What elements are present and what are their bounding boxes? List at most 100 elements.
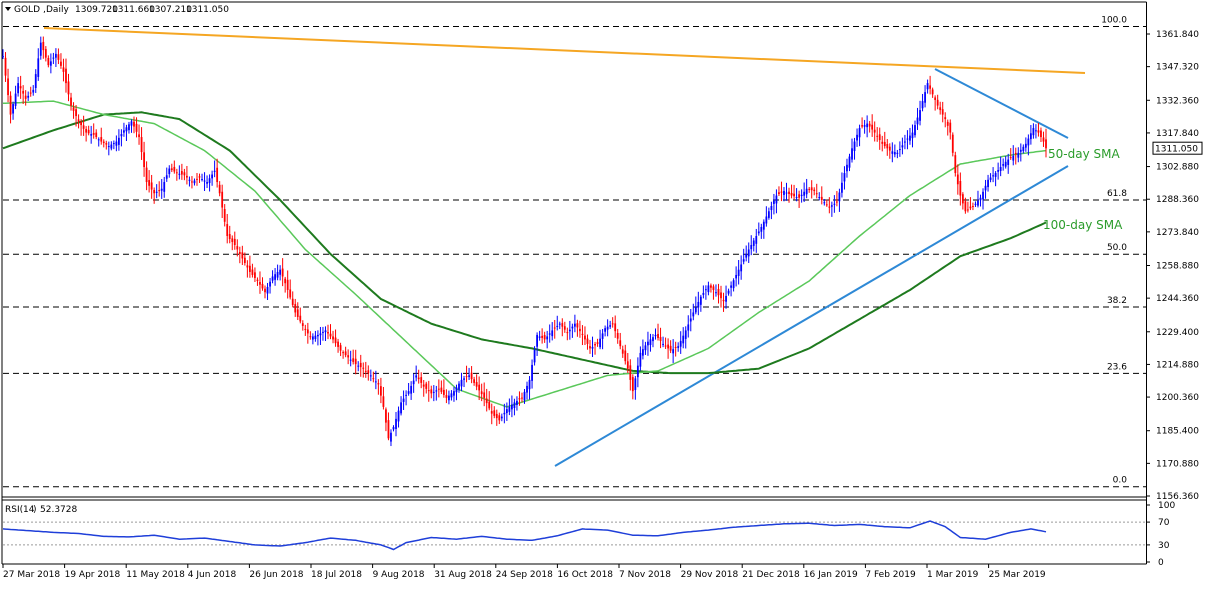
- candle-body: [455, 387, 458, 393]
- candle-body: [44, 49, 47, 58]
- candle-body: [735, 274, 738, 279]
- candle-body: [571, 326, 574, 329]
- trend-lines: [43, 27, 1086, 467]
- candle-body: [178, 173, 181, 175]
- candle-body: [400, 402, 402, 414]
- candle-body: [883, 141, 886, 147]
- fib-level-label: 23.6: [1107, 362, 1127, 372]
- rsi-levels: [3, 521, 1146, 546]
- candle-body: [1037, 130, 1040, 133]
- sma-50-annotation: 50-day SMA: [1048, 147, 1120, 161]
- candle-body: [634, 378, 637, 390]
- candle-body: [936, 99, 939, 106]
- candle-body: [954, 155, 957, 174]
- candle-body: [679, 340, 682, 347]
- candle-body: [1045, 139, 1047, 149]
- candle-body: [1014, 152, 1017, 155]
- candle-body: [984, 185, 987, 191]
- candle-body: [704, 289, 707, 291]
- candle-body: [556, 325, 559, 327]
- candle-body: [722, 299, 725, 302]
- candle-body: [405, 394, 407, 396]
- candle-body: [334, 337, 337, 344]
- candle-body: [846, 164, 848, 172]
- candle-body: [931, 89, 934, 95]
- candle-body: [422, 384, 425, 387]
- candle-body: [22, 90, 25, 94]
- candle-body: [604, 328, 607, 332]
- candle-body: [1012, 155, 1015, 161]
- candle-body: [876, 135, 879, 137]
- candle-body: [780, 191, 783, 193]
- candle-body: [206, 182, 208, 184]
- candle-body: [911, 132, 914, 139]
- candle-body: [286, 279, 289, 290]
- candle-body: [193, 180, 196, 184]
- fib-level-label: 0.0: [1113, 476, 1128, 486]
- candle-body: [788, 191, 790, 195]
- candle-body: [956, 174, 959, 185]
- candle-body: [77, 119, 80, 122]
- candle-body: [808, 188, 811, 190]
- candle-body: [866, 123, 869, 128]
- candle-body: [153, 189, 156, 194]
- candle-body: [357, 365, 360, 367]
- candle-body: [57, 54, 60, 60]
- short-term-resistance-line: [934, 68, 1069, 139]
- candle-body: [639, 352, 642, 367]
- candle-body: [402, 398, 405, 402]
- candle-body: [664, 345, 667, 347]
- candle-body: [150, 182, 153, 190]
- timeframe-label: Daily: [46, 5, 69, 15]
- candle-body: [563, 326, 566, 330]
- date-tick-label: 25 Mar 2019: [989, 570, 1046, 580]
- candle-body: [498, 415, 501, 421]
- price-tick-label: 1170.880: [1156, 459, 1199, 469]
- candle-body: [979, 197, 982, 201]
- candle-body: [851, 148, 853, 160]
- collapse-triangle-icon[interactable]: [5, 7, 11, 11]
- candle-body: [878, 134, 881, 141]
- candle-body: [39, 42, 42, 56]
- candle-body: [450, 393, 453, 398]
- candle-body: [173, 166, 176, 172]
- candle-body: [810, 187, 813, 191]
- candle-body: [183, 172, 186, 176]
- candle-body: [155, 191, 158, 193]
- candle-body: [992, 175, 994, 177]
- ohlc-close: 1311.050: [186, 5, 229, 15]
- candle-body: [317, 334, 319, 337]
- candle-body: [629, 365, 632, 380]
- candle-body: [853, 141, 856, 151]
- candle-body: [110, 144, 113, 149]
- candle-body: [893, 152, 896, 155]
- candle-body: [493, 410, 496, 416]
- candle-body: [914, 125, 916, 136]
- candle-body: [674, 346, 677, 348]
- candle-body: [606, 326, 609, 330]
- candle-body: [226, 224, 229, 236]
- candle-body: [344, 351, 347, 356]
- candle-body: [442, 389, 445, 395]
- candle-body: [868, 123, 871, 127]
- candle-body: [647, 341, 649, 346]
- price-tick-label: 1229.400: [1156, 328, 1199, 338]
- candle-body: [939, 107, 942, 111]
- candle-body: [349, 359, 352, 361]
- candle-body: [223, 209, 226, 222]
- candle-body: [568, 329, 571, 332]
- candle-body: [379, 386, 382, 396]
- date-tick-label: 11 May 2018: [126, 570, 185, 580]
- candle-body: [92, 132, 95, 135]
- candle-body: [543, 335, 546, 340]
- candle-body: [997, 170, 1000, 172]
- price-tick-label: 1332.360: [1156, 96, 1199, 106]
- candle-body: [775, 195, 778, 204]
- date-axis: 27 Mar 2018 19 Apr 2018 11 May 2018 4 Jun 2…: [2, 564, 1046, 580]
- candle-body: [170, 168, 173, 171]
- candle-body: [594, 344, 596, 346]
- candle-body: [511, 404, 513, 410]
- candle-body: [211, 174, 214, 179]
